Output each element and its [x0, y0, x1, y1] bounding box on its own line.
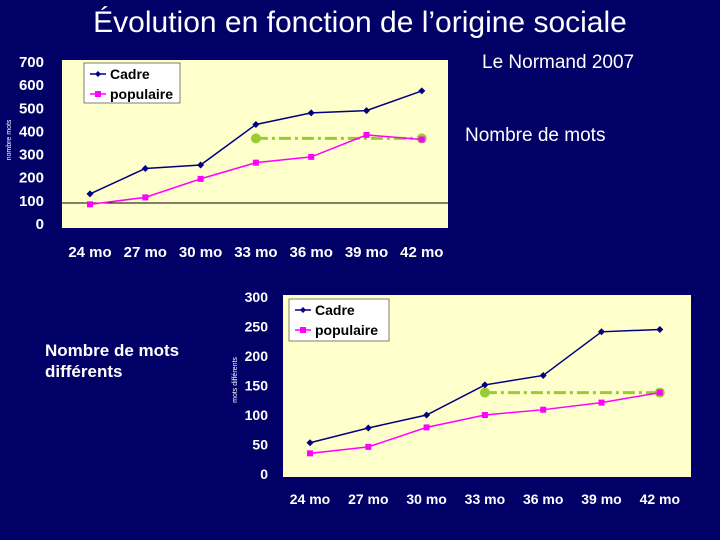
chart1-series-1-point [418, 136, 425, 143]
chart1-legend-label: Cadre [110, 66, 150, 82]
caption-different-words: Nombre de mots différents [45, 341, 180, 381]
chart2-reference-marker [479, 387, 490, 398]
chart2-series-0-point [539, 371, 547, 379]
chart1-series-1-point [197, 175, 204, 182]
chart1-ytick-label: 600 [19, 77, 44, 94]
source-citation: Le Normand 2007 [482, 52, 635, 73]
chart1-xtick-label: 27 mo [124, 244, 167, 261]
chart1-series-1-point [308, 153, 315, 160]
chart2-xtick-label: 33 mo [465, 491, 505, 507]
chart2-ytick-label: 100 [245, 407, 269, 423]
chart1-reference-marker [250, 133, 261, 144]
chart2-ytick-label: 300 [245, 289, 269, 305]
chart2-ytick-label: 200 [245, 348, 269, 364]
chart1-xtick-label: 30 mo [179, 244, 222, 261]
chart1-ytick-label: 200 [19, 170, 44, 187]
chart2-legend-label: populaire [315, 322, 378, 338]
chart2-legend-marker [300, 307, 306, 313]
chart2-ytick-label: 0 [260, 466, 268, 482]
chart2-series-0-point [656, 325, 664, 333]
chart1-series-0-point [363, 107, 370, 115]
chart2-series-1-point [656, 389, 663, 396]
chart1-legend-marker [95, 91, 101, 97]
chart1-series-0-point [307, 109, 315, 117]
chart2-legend-marker [300, 327, 306, 333]
chart2-legend-label: Cadre [315, 302, 355, 318]
slide-title: Évolution en fonction de l’origine socia… [93, 6, 627, 39]
chart1-series-1-point [142, 194, 149, 201]
chart1-series-1-point [87, 201, 93, 208]
chart2-xtick-label: 42 mo [640, 491, 680, 507]
chart1-series-0-point [252, 120, 260, 128]
chart1-ytick-label: 300 [19, 147, 44, 164]
chart2-xtick-label: 27 mo [348, 491, 388, 507]
chart2-series-0-point [598, 328, 605, 336]
chart1-series-1-point [363, 131, 370, 138]
chart2-xtick-label: 36 mo [523, 491, 563, 507]
chart2-series-1-point [365, 443, 372, 450]
chart1-series-0-point [418, 87, 426, 95]
chart2-series-1-point [540, 406, 547, 413]
chart2-ylabel: mots différents [232, 357, 239, 403]
caption-word-count: Nombre de mots [465, 125, 606, 146]
chart2-series-0-point [423, 411, 431, 419]
chart1-xtick-label: 33 mo [234, 244, 277, 261]
chart2-series-0-point [306, 439, 314, 447]
chart1-ytick-label: 100 [19, 193, 44, 210]
chart1-xtick-label: 36 mo [290, 244, 333, 261]
chart1-series-0-point [197, 161, 205, 169]
chart2-legend-box [288, 298, 390, 342]
chart1-series-0-point [86, 190, 94, 198]
chart1-ylabel: nombre mots [6, 119, 13, 160]
chart2-xtick-label: 39 mo [581, 491, 621, 507]
chart2-series-1-point [423, 424, 430, 431]
chart1-series-1-point [252, 159, 259, 166]
chart1-ytick-label: 400 [19, 123, 44, 140]
chart2-ytick-label: 150 [245, 378, 269, 394]
chart2-series-1-point [307, 450, 313, 457]
chart1-xtick-label: 39 mo [345, 244, 388, 261]
chart2-series-1-point [598, 399, 605, 406]
chart1-legend-marker [95, 71, 101, 77]
chart2-series-0-point [364, 424, 372, 432]
chart1-xtick-label: 24 mo [68, 244, 111, 261]
chart2-ytick-label: 250 [245, 319, 269, 335]
chart2-xtick-label: 24 mo [290, 491, 330, 507]
chart2-ytick-label: 50 [252, 437, 268, 453]
chart2-series-1-point [481, 412, 488, 418]
chart1-series-0-point [141, 164, 149, 172]
chart2-xtick-label: 30 mo [406, 491, 446, 507]
chart1-ytick-label: 700 [19, 54, 44, 71]
chart1-xtick-label: 42 mo [400, 244, 443, 261]
chart1-ytick-label: 0 [36, 216, 44, 233]
chart1-ytick-label: 500 [19, 100, 44, 117]
chart2-series-0-point [481, 381, 489, 389]
chart1-legend-label: populaire [110, 86, 173, 102]
